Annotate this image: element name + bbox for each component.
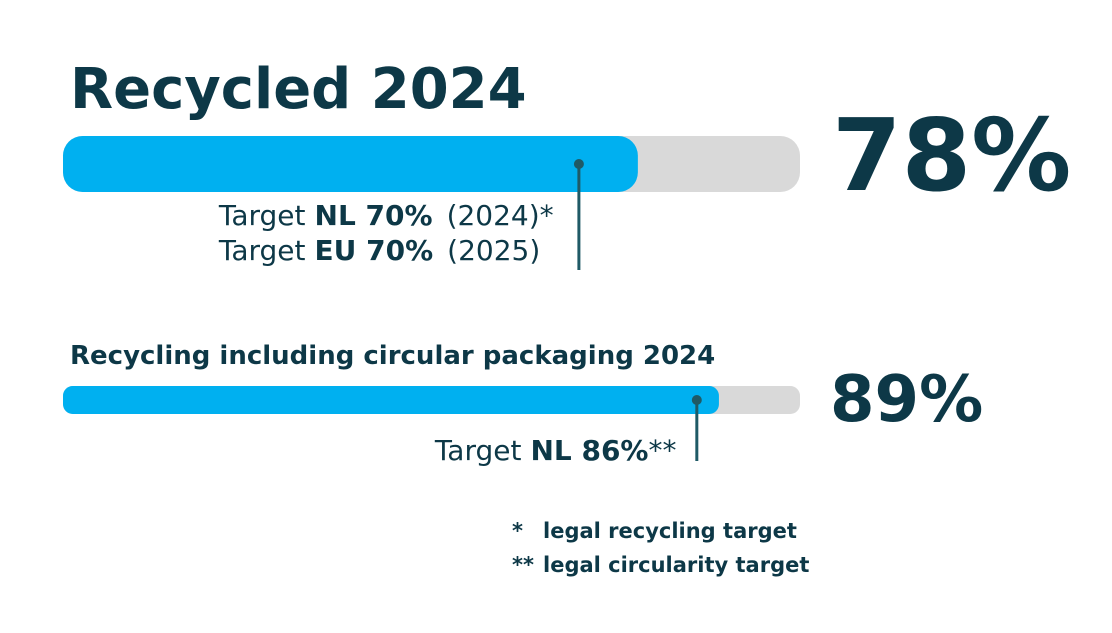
footnote-text: legal recycling target [543,519,797,543]
section-title: Recycled 2024 [70,57,527,122]
target-value: NL 86% [530,434,648,467]
footnote-mark: * [512,519,523,543]
target-suffix: (2025) [447,234,540,267]
target-suffix: (2024)* [447,199,554,232]
footnote-text: legal circularity target [543,553,809,577]
value-label: 89% [830,363,983,437]
target-dot [691,395,702,405]
target-text: Target NL 70% (2024)* [218,199,554,232]
bar-fill [63,386,719,414]
section-title: Recycling including circular packaging 2… [70,341,715,371]
target-suffix: ** [648,434,676,467]
footnote-mark: ** [512,553,534,577]
target-value: EU 70% [315,234,434,267]
target-text: Target NL 86%** [434,434,677,467]
bar-fill [63,136,638,192]
target-dot [573,159,584,169]
value-label: 78% [832,97,1071,214]
target-prefix: Target [218,234,306,267]
target-text: Target EU 70% (2025) [218,234,540,267]
target-prefix: Target [434,434,522,467]
target-prefix: Target [218,199,306,232]
target-value: NL 70% [315,199,433,232]
